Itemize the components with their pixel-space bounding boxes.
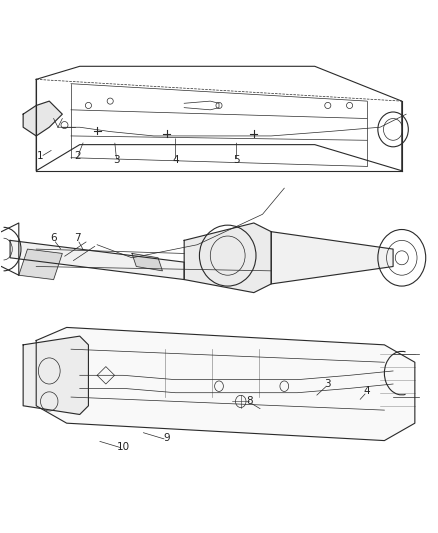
Polygon shape [23,336,88,415]
Polygon shape [10,240,184,279]
Polygon shape [271,232,393,284]
Text: 2: 2 [74,150,81,160]
Text: 8: 8 [246,397,253,407]
Text: 5: 5 [233,155,240,165]
Polygon shape [184,223,271,293]
Polygon shape [132,254,162,271]
Text: 1: 1 [37,150,44,160]
Polygon shape [19,249,62,279]
Text: 7: 7 [74,233,81,243]
Text: 10: 10 [117,442,130,452]
Polygon shape [36,327,415,441]
Text: 9: 9 [163,433,170,443]
Text: 4: 4 [364,385,370,395]
Polygon shape [23,101,62,136]
Text: 4: 4 [172,155,179,165]
Text: 6: 6 [50,233,57,243]
Text: 3: 3 [113,155,120,165]
Text: 3: 3 [325,379,331,389]
